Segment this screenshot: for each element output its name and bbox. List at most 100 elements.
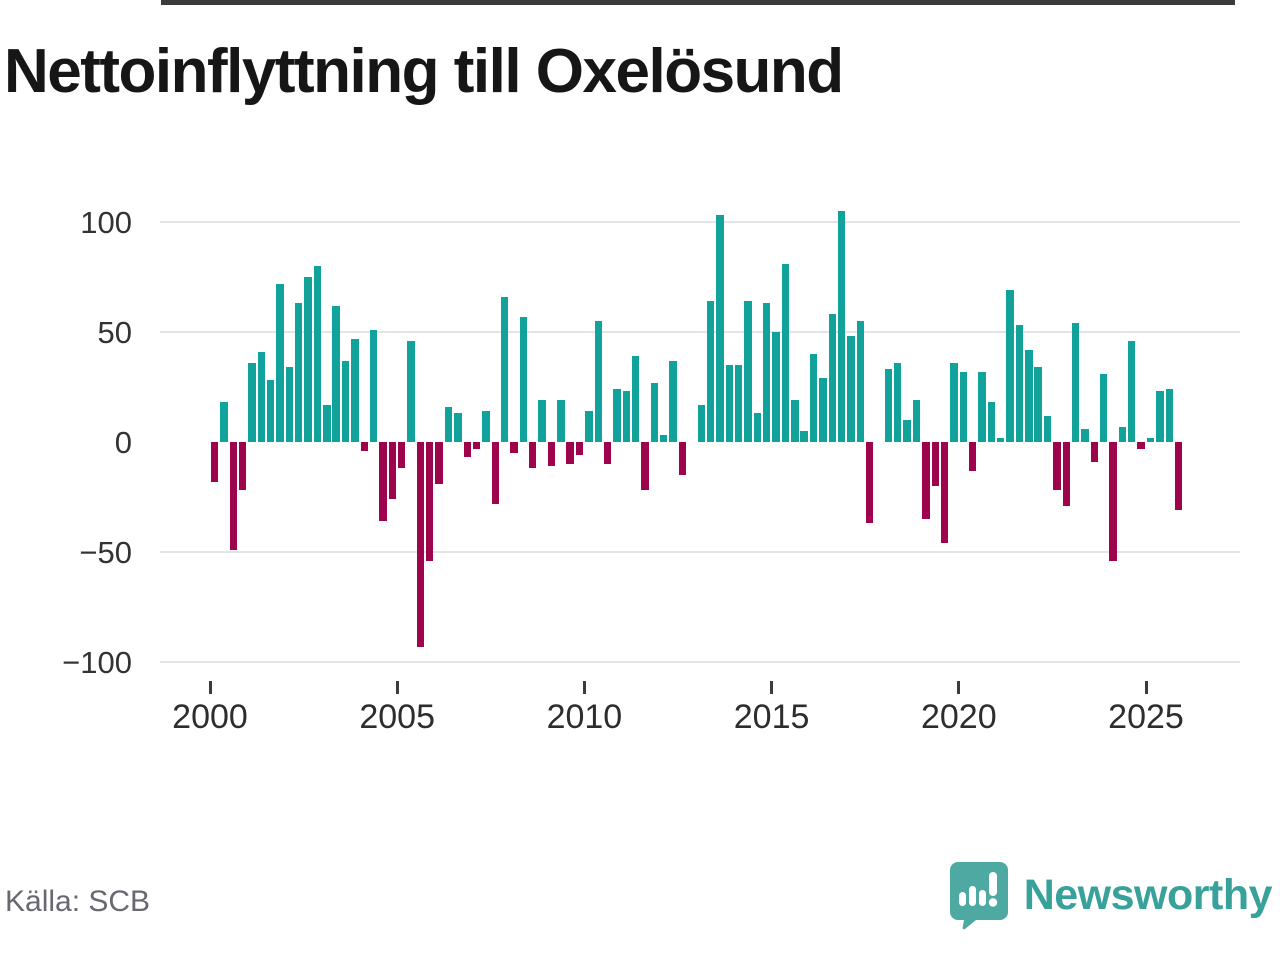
bar-2022Q2 (1043, 415, 1052, 442)
bar-2005Q1 (398, 442, 406, 469)
bar-2007Q4 (500, 296, 509, 442)
bar-2017Q2 (856, 321, 865, 442)
bar-2009Q2 (557, 400, 565, 442)
chart-title: Nettoinflyttning till Oxelösund (4, 37, 844, 106)
brand-footer: Newsworthy (948, 860, 1273, 930)
bar-2008Q3 (529, 442, 537, 469)
x-tick-mark-2010 (582, 681, 586, 694)
bar-2025Q2 (1156, 391, 1164, 442)
bar-2024Q2 (1118, 426, 1127, 442)
bar-2023Q2 (1081, 428, 1089, 442)
bar-2003Q4 (351, 338, 359, 442)
bar-2018Q4 (912, 400, 921, 442)
x-tick-label-2025: 2025 (1108, 698, 1184, 736)
bar-2011Q4 (650, 382, 659, 442)
bar-2022Q1 (1034, 367, 1042, 442)
bar-2023Q1 (1071, 323, 1080, 442)
bar-2016Q2 (819, 378, 827, 442)
bar-2015Q4 (800, 431, 808, 442)
bar-2009Q3 (566, 442, 574, 464)
bar-2025Q3 (1165, 389, 1173, 442)
bar-2019Q2 (931, 442, 939, 486)
bar-2015Q2 (781, 263, 790, 442)
bar-2004Q4 (388, 442, 397, 500)
bar-2006Q3 (454, 413, 462, 442)
bar-2009Q1 (547, 442, 556, 467)
bar-2007Q3 (491, 442, 499, 504)
x-tick-mark-2020 (957, 681, 961, 694)
bar-2024Q3 (1128, 340, 1136, 442)
bar-2010Q1 (585, 411, 593, 442)
bar-2011Q3 (641, 442, 649, 491)
bar-2022Q4 (1062, 442, 1070, 506)
bar-2020Q3 (978, 371, 986, 442)
bar-2004Q1 (360, 442, 368, 451)
bar-2010Q4 (613, 389, 621, 442)
y-tick-label-100: 100 (80, 205, 132, 240)
x-tick-label-2005: 2005 (359, 698, 435, 736)
bar-2002Q2 (295, 303, 303, 442)
bar-2010Q3 (603, 442, 612, 464)
bar-2002Q4 (313, 266, 322, 442)
bar-2005Q3 (416, 442, 425, 647)
bar-2022Q3 (1053, 442, 1061, 491)
bar-2019Q4 (950, 362, 958, 442)
bar-2015Q1 (772, 332, 780, 442)
y-tick-label--100: −100 (62, 645, 132, 680)
bar-2004Q3 (379, 442, 387, 522)
x-tick-mark-2005 (395, 681, 399, 694)
bar-2004Q2 (369, 329, 378, 442)
bar-2002Q1 (285, 367, 294, 442)
bar-2018Q2 (894, 362, 902, 442)
y-tick-label-50: 50 (97, 315, 132, 350)
x-tick-mark-2025 (1144, 681, 1148, 694)
x-tick-label-2010: 2010 (546, 698, 623, 736)
bar-2000Q4 (238, 442, 247, 491)
bar-2021Q2 (1006, 290, 1014, 442)
bar-2006Q1 (435, 442, 443, 484)
bar-2002Q3 (304, 277, 312, 442)
bar-2001Q1 (248, 362, 256, 442)
bar-2008Q4 (538, 400, 546, 442)
bar-2006Q2 (444, 406, 453, 442)
bar-2011Q1 (622, 391, 631, 442)
bar-2014Q2 (744, 301, 752, 442)
newsworthy-logo-icon (949, 862, 1008, 930)
bar-2016Q4 (837, 211, 846, 442)
bar-2019Q3 (940, 442, 949, 544)
x-tick-mark-2015 (770, 681, 774, 694)
x-tick-label-2020: 2020 (920, 698, 997, 736)
bar-2013Q3 (716, 215, 724, 442)
bar-2018Q1 (884, 369, 893, 442)
bar-2012Q3 (678, 442, 687, 475)
bar-2000Q2 (220, 402, 228, 442)
bar-2017Q3 (866, 442, 874, 524)
bar-2016Q1 (809, 354, 818, 442)
gridline-100 (160, 221, 1240, 223)
zero-baseline (161, 0, 1235, 5)
bar-2014Q1 (734, 365, 743, 442)
bar-2019Q1 (922, 442, 930, 519)
bar-2009Q4 (575, 442, 584, 456)
bar-2025Q1 (1146, 437, 1155, 442)
x-tick-label-2000: 2000 (172, 698, 248, 736)
bar-2016Q3 (828, 314, 836, 442)
bar-2007Q1 (472, 442, 481, 449)
bar-2014Q3 (753, 413, 762, 442)
gridline--50 (160, 551, 1240, 553)
bar-2001Q3 (266, 380, 275, 442)
bar-2023Q4 (1100, 373, 1108, 442)
bar-2021Q3 (1015, 325, 1024, 442)
bar-2000Q3 (229, 442, 237, 550)
bar-2008Q1 (510, 442, 518, 453)
bar-2018Q3 (903, 420, 911, 442)
gridline--100 (160, 661, 1240, 663)
bar-2012Q2 (669, 360, 677, 442)
bar-2023Q3 (1090, 442, 1099, 462)
x-tick-mark-2000 (208, 681, 212, 694)
bar-2020Q1 (959, 371, 967, 442)
bar-2000Q1 (210, 442, 219, 482)
gridline-50 (160, 331, 1240, 333)
bar-2001Q4 (276, 283, 284, 442)
